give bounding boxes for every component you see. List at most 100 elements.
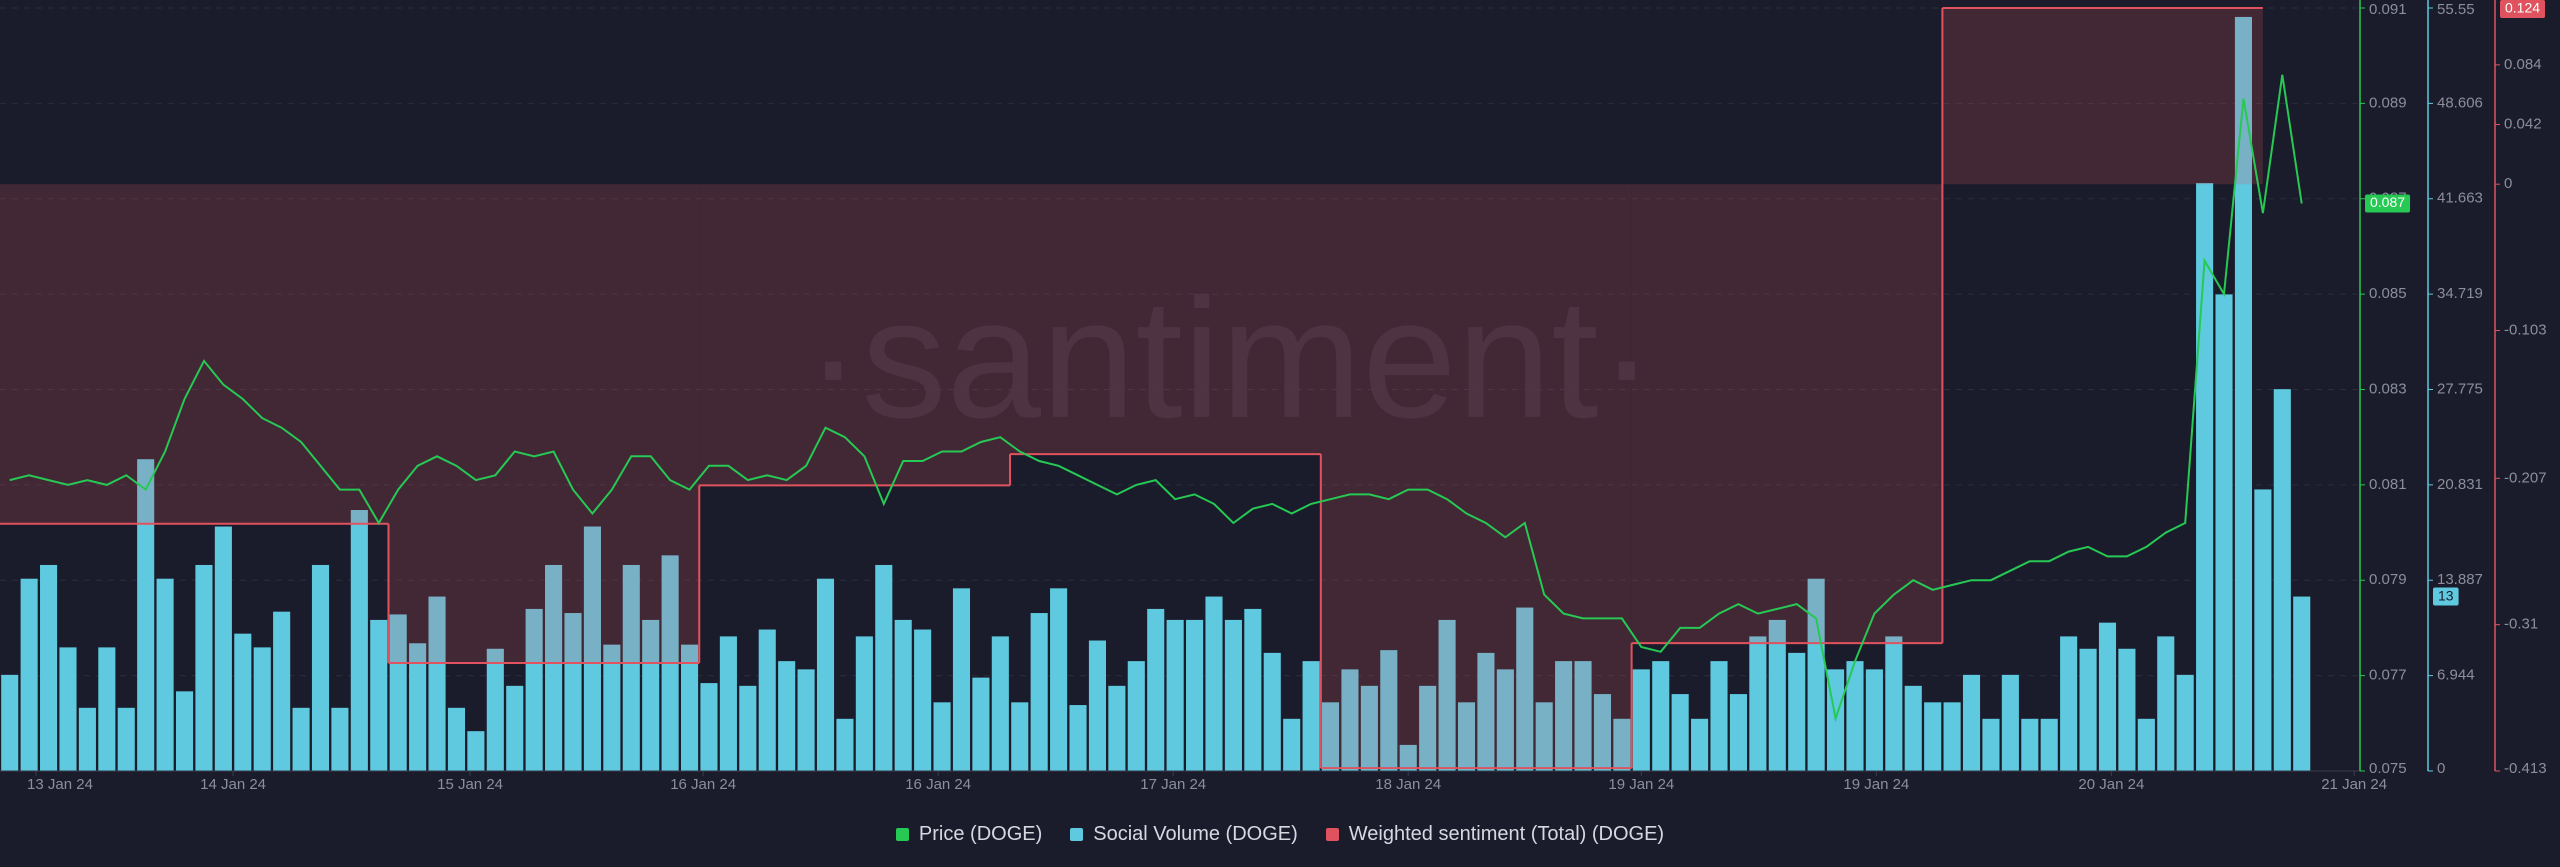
volume-bar xyxy=(1205,596,1223,771)
x-tick-label: 16 Jan 24 xyxy=(670,776,736,793)
volume-bar xyxy=(1380,650,1398,771)
legend-swatch xyxy=(1325,827,1339,841)
volume-bar xyxy=(1321,702,1340,771)
volume-bar xyxy=(1652,661,1670,771)
y-tick-label: 0 xyxy=(2504,175,2512,192)
y-tick-label: 48.606 xyxy=(2437,94,2483,111)
volume-bar xyxy=(583,526,601,771)
volume-bar xyxy=(2157,636,2175,771)
volume-bar xyxy=(78,707,96,771)
chart: ·santiment· 13 Jan 24 14 Jan 24 15 Jan 24 16… xyxy=(0,0,2547,793)
badge-bg xyxy=(2500,0,2546,18)
y-tick-label: 0.085 xyxy=(2369,285,2407,302)
volume-bar xyxy=(1846,661,1864,771)
y-tick-label: 0.042 xyxy=(2504,115,2542,132)
volume-bar xyxy=(545,564,563,771)
volume-bar xyxy=(1302,661,1320,771)
volume-bar xyxy=(1768,619,1786,771)
volume-bar xyxy=(1263,652,1281,771)
badge-bg xyxy=(2433,587,2459,606)
volume-bar xyxy=(1011,702,1029,771)
x-tick-label: 15 Jan 24 xyxy=(437,776,503,793)
volume-bar xyxy=(1555,661,1573,771)
volume-bar xyxy=(1127,661,1145,771)
volume-bar xyxy=(1671,694,1689,771)
volume-bar xyxy=(1904,685,1922,771)
volume-bar xyxy=(2118,648,2136,771)
sentiment-area xyxy=(0,184,389,524)
volume-bar xyxy=(2098,622,2117,771)
volume-bar xyxy=(1788,652,1806,771)
volume-bar xyxy=(933,702,951,771)
volume-bar xyxy=(972,677,990,771)
y-tick-label: -0.413 xyxy=(2504,760,2547,777)
volume-bar xyxy=(1865,669,1883,771)
volume-bar xyxy=(2215,294,2233,771)
volume-bar xyxy=(952,588,971,771)
volume-bar xyxy=(234,633,252,771)
legend-item[interactable]: Social Volume (DOGE) xyxy=(1070,823,1298,846)
sentiment-area xyxy=(1631,184,1943,644)
badge-label: 0.124 xyxy=(2505,0,2540,16)
volume-bar xyxy=(311,564,330,771)
volume-bar xyxy=(1477,652,1495,771)
volume-bar xyxy=(1224,619,1242,771)
y-tick-label: 6.944 xyxy=(2437,667,2475,684)
volume-bar xyxy=(1691,718,1709,771)
volume-bar xyxy=(2040,718,2058,771)
y-tick-label: -0.207 xyxy=(2504,469,2547,486)
volume-bar xyxy=(409,643,427,771)
volume-bar xyxy=(1982,718,2000,771)
y-tick-label: 0.083 xyxy=(2369,380,2407,397)
volume-bar xyxy=(1108,685,1126,771)
last-value-badge: 0.087 xyxy=(2365,194,2411,213)
legend-item[interactable]: Price (DOGE) xyxy=(895,823,1042,846)
volume-bar xyxy=(564,613,582,771)
x-tick-label: 18 Jan 24 xyxy=(1375,776,1441,793)
volume-bar xyxy=(914,629,932,771)
volume-bar xyxy=(1147,608,1165,771)
volume-bar xyxy=(1613,718,1631,771)
volume-bar xyxy=(1962,674,1981,771)
volume-bar xyxy=(1593,694,1612,771)
y-tick-label: 41.663 xyxy=(2437,190,2483,207)
volume-bar xyxy=(175,691,194,771)
volume-bar xyxy=(603,644,621,771)
y-tick-label: 55.55 xyxy=(2437,1,2475,18)
volume-bar xyxy=(622,564,640,771)
volume-bar xyxy=(195,564,213,771)
volume-bar xyxy=(1244,608,1262,771)
x-tick-label: 20 Jan 24 xyxy=(2078,776,2144,793)
y-tick-label: 0 xyxy=(2437,760,2445,777)
volume-bar xyxy=(137,459,155,771)
volume-bar xyxy=(1050,588,1068,771)
volume-bar xyxy=(1166,619,1184,771)
volume-bar xyxy=(1088,640,1106,771)
y-tick-label: 0.077 xyxy=(2369,667,2407,684)
volume-bar xyxy=(1341,669,1359,771)
volume-bar xyxy=(1283,718,1301,771)
badge-label: 0.087 xyxy=(2370,194,2405,210)
volume-bar xyxy=(117,707,135,771)
volume-bar xyxy=(1535,702,1553,771)
volume-bar xyxy=(253,647,271,771)
volume-bar xyxy=(2137,718,2155,771)
volume-bar xyxy=(98,647,116,771)
volume-bar xyxy=(1438,619,1456,771)
volume-bar xyxy=(642,619,660,771)
sentiment-area xyxy=(699,184,1011,486)
y-tick-label: -0.103 xyxy=(2504,322,2547,339)
y-tick-label: 0.084 xyxy=(2504,56,2542,73)
sentiment-area xyxy=(1010,184,1321,455)
y-tick-label: 0.091 xyxy=(2369,1,2407,18)
volume-bar xyxy=(758,629,776,771)
volume-bar xyxy=(370,619,388,771)
y-tick-label: -0.31 xyxy=(2504,616,2538,633)
volume-bar xyxy=(40,564,58,771)
legend-item[interactable]: Weighted sentiment (Total) (DOGE) xyxy=(1325,823,1664,846)
volume-bar xyxy=(2254,489,2272,771)
volume-bar xyxy=(506,685,524,771)
volume-bar xyxy=(2001,674,2019,771)
volume-bar xyxy=(2273,389,2291,771)
price-line xyxy=(9,74,2303,723)
